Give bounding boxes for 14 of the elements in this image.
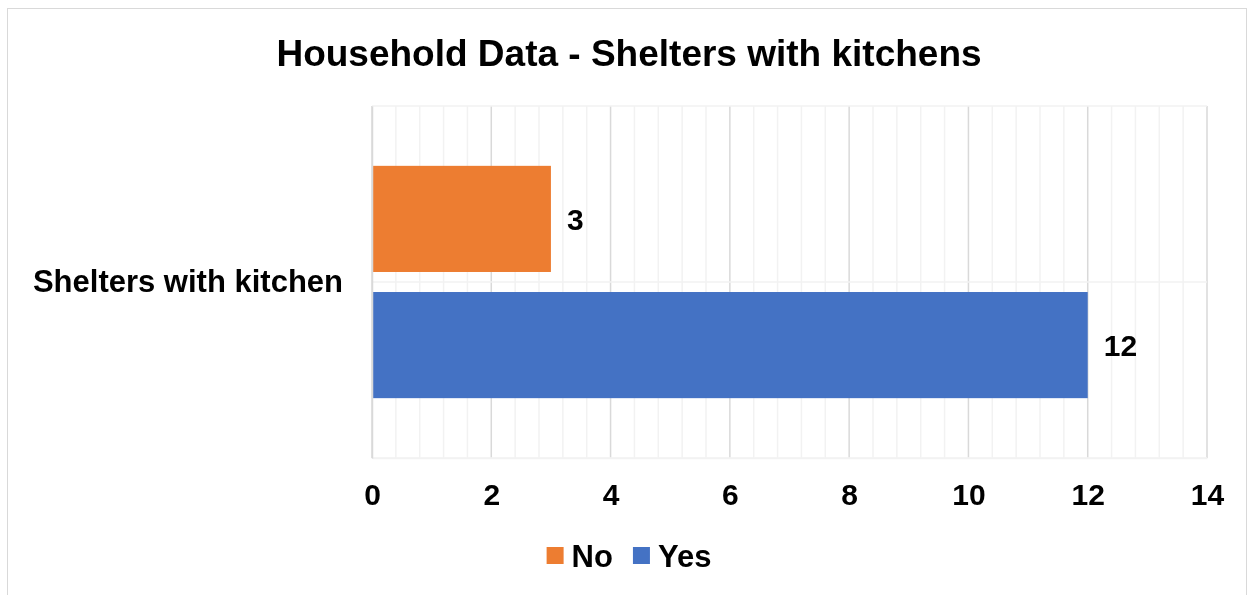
x-tick-label: 6 (722, 478, 739, 512)
x-tick-label: 4 (602, 478, 620, 512)
x-tick-label: 14 (1190, 478, 1225, 512)
chart-title: Household Data - Shelters with kitchens (276, 33, 982, 74)
x-tick-label: 2 (483, 478, 501, 512)
x-tick-label: 0 (364, 478, 381, 512)
x-tick-label: 10 (952, 478, 986, 512)
x-tick-label: 12 (1071, 478, 1105, 512)
data-label: 12 (1103, 328, 1138, 362)
data-label: 3 (566, 202, 584, 236)
legend-label: No (571, 539, 613, 575)
x-tick-label: 8 (841, 478, 858, 512)
y-tick-label: Shelters with kitchen (32, 263, 343, 299)
legend-label: Yes (657, 539, 712, 575)
